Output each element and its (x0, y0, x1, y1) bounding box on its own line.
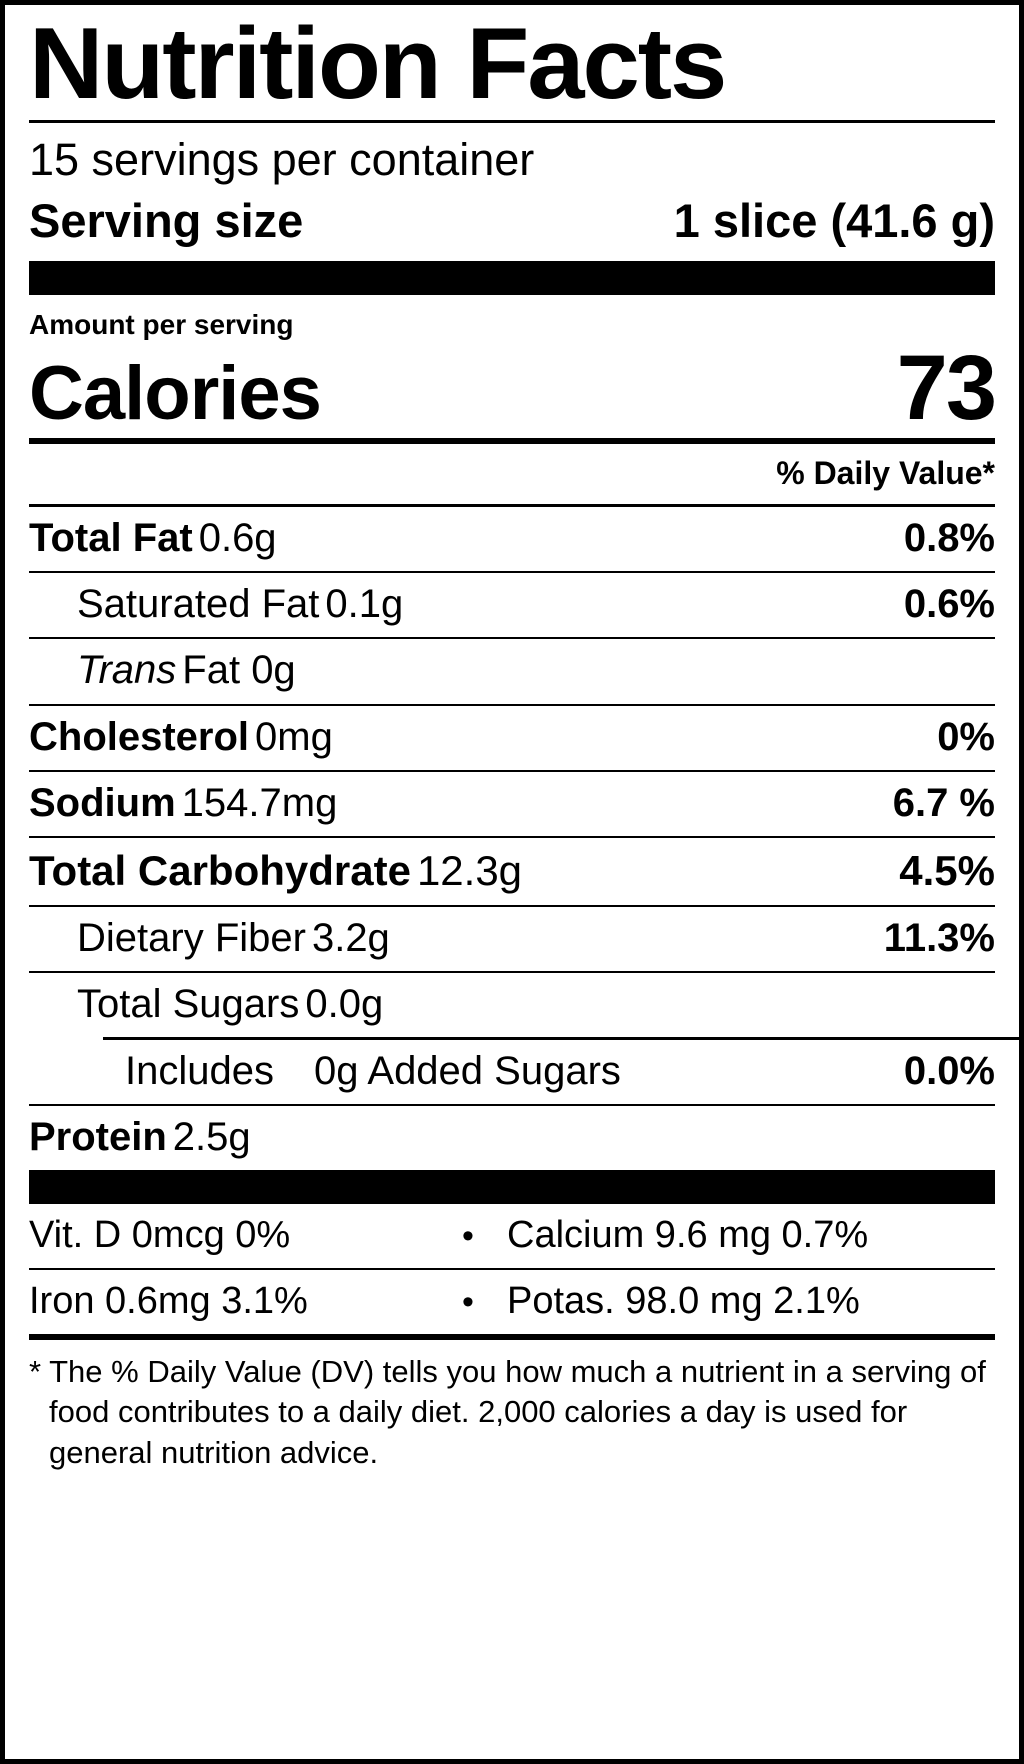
row-added-sugars: Includes 0g Added Sugars 0.0% (29, 1040, 995, 1104)
row-dietary-fiber-amount: 3.2g (311, 915, 390, 960)
daily-value-footnote: * The % Daily Value (DV) tells you how m… (29, 1353, 986, 1470)
row-dietary-fiber: Dietary Fiber 3.2g 11.3% (29, 907, 995, 971)
calories-value: 73 (896, 336, 997, 439)
divider-above-cholesterol (29, 703, 995, 706)
row-total-carbohydrate-name: Total Carbohydrate (29, 846, 411, 894)
row-cholesterol-dv: 0% (937, 714, 995, 759)
daily-value-header: % Daily Value* (776, 454, 995, 491)
divider-thick-top (29, 261, 995, 296)
micro-vitamin-d: Vit. D 0mcg 0% (29, 1214, 291, 1257)
row-total-sugars-name: Total Sugars (77, 981, 300, 1026)
row-cholesterol-amount: 0mg (255, 714, 333, 759)
row-saturated-fat-dv: 0.6% (903, 582, 995, 627)
divider-under-calories (29, 437, 995, 444)
micro-calcium: Calcium 9.6 mg 0.7% (507, 1214, 869, 1257)
row-protein-name: Protein (29, 1115, 167, 1160)
micro-iron: Iron 0.6mg 3.1% (29, 1280, 308, 1323)
divider-above-total-fat (29, 504, 995, 508)
row-sodium-dv: 6.7 % (892, 780, 995, 825)
divider-above-protein (29, 1104, 995, 1107)
divider-above-total-carbohydrate (29, 835, 995, 838)
row-micronutrient-vitd-calcium: Vit. D 0mcg 0% • Calcium 9.6 mg 0.7% (29, 1204, 995, 1268)
row-added-sugars-name: Includes (125, 1048, 274, 1093)
bullet-separator-icon-2: • (462, 1283, 474, 1322)
divider-under-title (29, 120, 995, 124)
divider-above-total-sugars (29, 970, 995, 973)
amount-per-serving-label: Amount per serving (29, 309, 294, 341)
row-micronutrient-iron-potassium: Iron 0.6mg 3.1% • Potas. 98.0 mg 2.1% (29, 1270, 995, 1334)
servings-per-container: 15 servings per container (29, 134, 535, 186)
row-total-carbohydrate: Total Carbohydrate 12.3g 4.5% (29, 838, 995, 905)
row-total-fat: Total Fat 0.6g 0.8% (29, 507, 995, 571)
serving-size-label: Serving size (29, 193, 304, 247)
bullet-separator-icon: • (462, 1217, 474, 1256)
divider-above-added-sugars (103, 1036, 1024, 1040)
row-total-fat-name: Total Fat (29, 516, 193, 561)
row-saturated-fat: Saturated Fat 0.1g 0.6% (29, 573, 995, 637)
divider-above-dietary-fiber (29, 904, 995, 907)
row-protein-amount: 2.5g (172, 1115, 251, 1160)
divider-between-micro-rows (29, 1268, 995, 1271)
divider-above-saturated-fat (29, 571, 995, 574)
row-total-carbohydrate-amount: 12.3g (416, 846, 523, 894)
row-total-sugars-amount: 0.0g (305, 981, 384, 1026)
calories-label: Calories (29, 350, 322, 436)
row-saturated-fat-amount: 0.1g (325, 582, 404, 627)
row-dietary-fiber-name: Dietary Fiber (77, 915, 306, 960)
serving-size-value: 1 slice (41.6 g) (673, 193, 995, 247)
row-trans-fat: Trans Fat 0g (29, 639, 995, 703)
row-sodium: Sodium 154.7mg 6.7 % (29, 772, 995, 836)
calories-row: Calories 73 (29, 336, 997, 439)
row-trans-fat-name: Trans (77, 648, 177, 693)
row-trans-fat-amount: Fat 0g (182, 648, 296, 693)
divider-above-trans-fat (29, 637, 995, 640)
divider-thick-before-micros (29, 1170, 995, 1205)
row-cholesterol-name: Cholesterol (29, 714, 250, 759)
row-total-carbohydrate-dv: 4.5% (899, 846, 995, 894)
row-total-fat-dv: 0.8% (903, 516, 995, 561)
row-cholesterol: Cholesterol 0mg 0% (29, 706, 995, 770)
row-added-sugars-amount: 0g Added Sugars (313, 1048, 621, 1093)
row-protein: Protein 2.5g (29, 1106, 995, 1170)
row-saturated-fat-name: Saturated Fat (77, 582, 320, 627)
divider-above-footnote (29, 1333, 995, 1340)
row-total-sugars: Total Sugars 0.0g (29, 973, 995, 1037)
row-dietary-fiber-dv: 11.3% (883, 915, 995, 960)
row-added-sugars-dv: 0.0% (903, 1048, 995, 1093)
serving-size-row: Serving size 1 slice (41.6 g) (29, 191, 995, 261)
label-title: Nutrition Facts (29, 8, 727, 120)
micro-potassium: Potas. 98.0 mg 2.1% (507, 1280, 860, 1323)
row-sodium-name: Sodium (29, 780, 176, 825)
row-sodium-amount: 154.7mg (181, 780, 338, 825)
row-total-fat-amount: 0.6g (198, 516, 277, 561)
divider-above-sodium (29, 769, 995, 772)
